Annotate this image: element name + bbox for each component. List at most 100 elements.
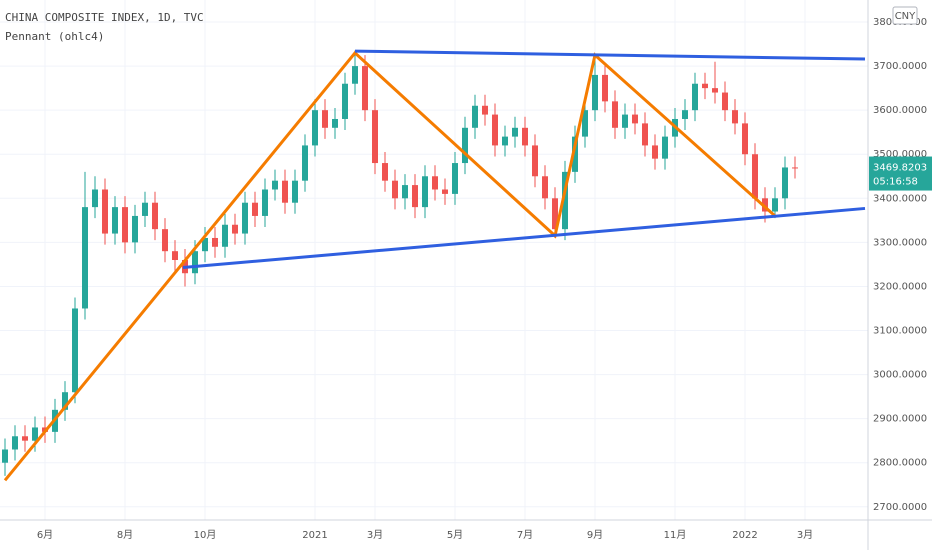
- candle-body: [212, 237, 218, 247]
- y-tick-label: 3100.0000: [873, 326, 927, 337]
- y-tick-label: 3600.0000: [873, 105, 927, 116]
- candle-body: [302, 145, 308, 181]
- candle-body: [492, 114, 498, 146]
- candle-body: [292, 180, 298, 203]
- candle-body: [242, 202, 248, 234]
- pennant-drawings: [3, 49, 866, 482]
- currency-box[interactable]: [892, 6, 918, 25]
- indicator-name: Pennant (ohlc4): [5, 30, 104, 43]
- x-tick-label: 11月: [664, 529, 687, 541]
- candle-body: [472, 105, 478, 128]
- candle-body: [102, 189, 108, 234]
- candle-body: [522, 127, 528, 146]
- candle-body: [372, 110, 378, 164]
- candle-body: [172, 251, 178, 260]
- candle-body: [122, 207, 128, 243]
- candle-body: [772, 198, 778, 212]
- candle-body: [132, 215, 138, 243]
- candle-body: [642, 123, 648, 146]
- candle-body: [382, 163, 388, 181]
- candle-body: [442, 189, 448, 194]
- candle-body: [142, 202, 148, 216]
- candle-body: [652, 145, 658, 159]
- x-tick-label: 7月: [517, 529, 533, 541]
- currency[interactable]: CNY: [895, 11, 916, 22]
- y-tick-label: 3300.0000: [873, 237, 927, 248]
- candle-body: [362, 66, 368, 111]
- candle-body: [342, 83, 348, 119]
- x-tick-label: 10月: [194, 529, 217, 541]
- candle-body: [432, 176, 438, 190]
- candle-body: [332, 118, 338, 128]
- chart-title: CHINA COMPOSITE INDEX, 1D, TVC: [5, 11, 204, 24]
- candle-body: [702, 83, 708, 89]
- candle-body: [12, 436, 18, 450]
- candle-body: [252, 202, 258, 216]
- candle-body: [502, 136, 508, 146]
- y-tick-label: 2800.0000: [873, 458, 927, 469]
- candle-body: [162, 229, 168, 252]
- y-tick-label: 3700.0000: [873, 61, 927, 72]
- candle-body: [262, 189, 268, 216]
- candle-body: [752, 154, 758, 199]
- candle-body: [232, 224, 238, 234]
- trend-line: [354, 49, 866, 61]
- candle-body: [682, 110, 688, 119]
- candle-body: [62, 392, 68, 410]
- candle-body: [272, 180, 278, 190]
- candle-body: [662, 136, 668, 159]
- y-tick-label: 2900.0000: [873, 414, 927, 425]
- candle-body: [72, 308, 78, 393]
- candle-body: [622, 114, 628, 128]
- candle-body: [412, 185, 418, 208]
- candle-body: [722, 92, 728, 111]
- candle-body: [352, 66, 358, 84]
- candle-body: [602, 74, 608, 102]
- candle-body: [762, 198, 768, 212]
- candle-body: [392, 180, 398, 199]
- last-price-label: 3469.8203: [873, 163, 927, 174]
- x-tick-label: 2022: [732, 530, 757, 541]
- candle-body: [732, 110, 738, 124]
- candle-body: [572, 136, 578, 172]
- candle-body: [92, 189, 98, 208]
- candle-body: [152, 202, 158, 230]
- candle-body: [192, 251, 198, 274]
- y-tick-label: 3000.0000: [873, 370, 927, 381]
- candle-body: [112, 207, 118, 234]
- trend-line: [182, 206, 866, 269]
- x-tick-label: 8月: [117, 529, 133, 541]
- candle-body: [422, 176, 428, 208]
- candle-body: [402, 185, 408, 199]
- y-tick-label: 3400.0000: [873, 193, 927, 204]
- y-tick-label: 3500.0000: [873, 149, 927, 160]
- candle-body: [2, 449, 8, 463]
- candle-body: [82, 207, 88, 309]
- candle-body: [552, 198, 558, 230]
- x-tick-label: 3月: [797, 529, 813, 541]
- candle-body: [782, 167, 788, 199]
- x-tick-label: 5月: [447, 529, 463, 541]
- candle-body: [22, 436, 28, 441]
- candle-body: [712, 88, 718, 93]
- candle-body: [542, 176, 548, 199]
- y-tick-label: 3200.0000: [873, 281, 927, 292]
- candle-body: [742, 123, 748, 155]
- candle-body: [202, 237, 208, 252]
- candle-body: [562, 171, 568, 230]
- candle-body: [312, 110, 318, 146]
- candle-body: [612, 101, 618, 128]
- candle-body: [222, 224, 228, 247]
- candle-body: [632, 114, 638, 124]
- y-tick-label: 2700.0000: [873, 502, 927, 513]
- x-tick-label: 3月: [367, 529, 383, 541]
- grid: [0, 0, 868, 520]
- last-price-box: [869, 156, 932, 191]
- candle-body: [452, 163, 458, 194]
- candle-body: [582, 110, 588, 137]
- candle-body: [482, 105, 488, 115]
- candle-body: [592, 74, 598, 111]
- candle-body: [532, 145, 538, 177]
